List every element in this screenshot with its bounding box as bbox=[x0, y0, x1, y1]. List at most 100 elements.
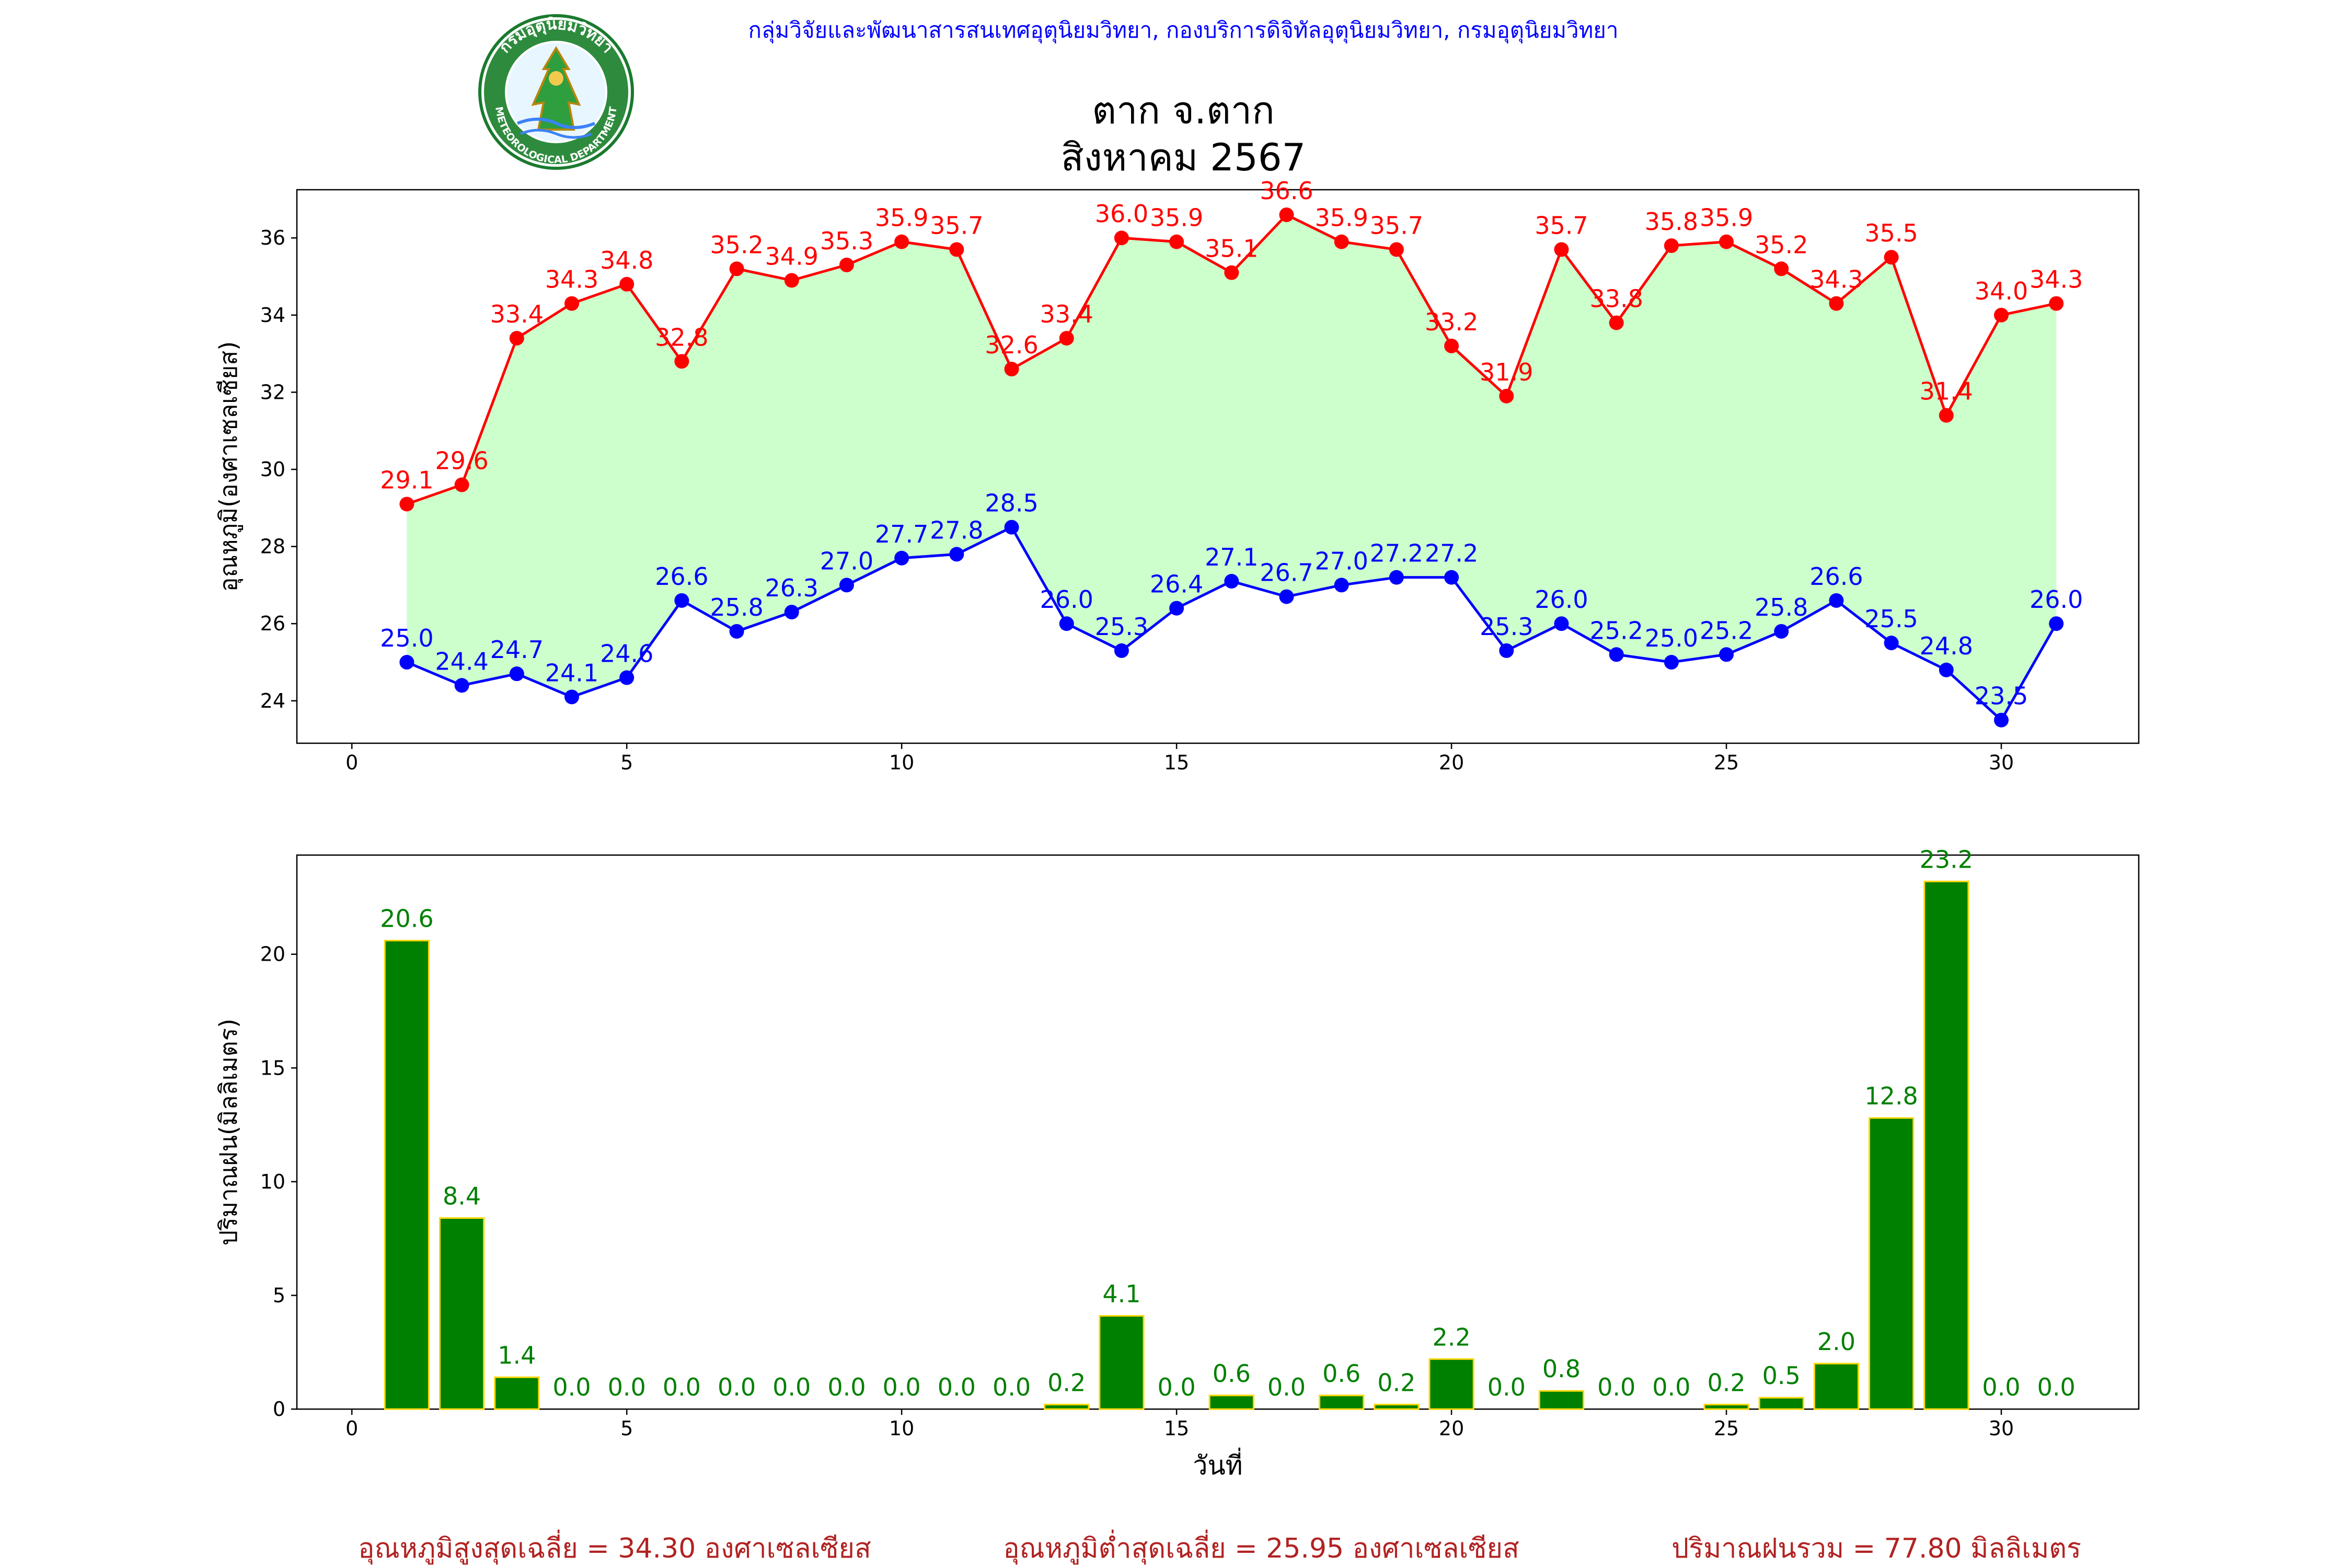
rain-bar bbox=[439, 1217, 485, 1410]
max-temperature-point bbox=[1279, 207, 1294, 222]
min-temperature-point bbox=[2049, 616, 2064, 631]
max-temperature-data-label: 34.3 bbox=[2030, 266, 2083, 294]
temp-y-tick-label: 34 bbox=[260, 304, 285, 327]
rain-data-label: 0.0 bbox=[1267, 1373, 1306, 1401]
max-temperature-point bbox=[729, 261, 744, 276]
min-temperature-point bbox=[1774, 624, 1789, 639]
rain-x-tick-label: 5 bbox=[620, 1417, 633, 1440]
rain-data-label: 0.0 bbox=[2037, 1373, 2076, 1401]
rain-y-tick-label: 15 bbox=[260, 1056, 285, 1079]
temp-x-tick-label: 0 bbox=[345, 751, 358, 774]
rain-data-label: 23.2 bbox=[1920, 845, 1973, 873]
max-temperature-point bbox=[1994, 307, 2009, 322]
rain-data-label: 0.0 bbox=[1597, 1373, 1635, 1401]
rain-bar bbox=[1319, 1394, 1365, 1410]
max-temperature-data-label: 33.2 bbox=[1425, 308, 1478, 336]
min-temperature-data-label: 25.3 bbox=[1095, 613, 1148, 641]
rain-bar bbox=[1923, 880, 1969, 1410]
max-temperature-point bbox=[1224, 265, 1239, 280]
min-temperature-point bbox=[729, 624, 744, 639]
rain-data-label: 2.0 bbox=[1817, 1328, 1855, 1356]
min-temperature-data-label: 27.7 bbox=[875, 520, 928, 548]
max-temperature-data-label: 35.2 bbox=[710, 230, 763, 259]
temp-y-tick-label: 26 bbox=[260, 612, 285, 635]
temperature-chart: 0 5 10 15 20 25 30 24 26 28 30 32 34 36 อุณหภูมิ(องศาเ… bbox=[214, 177, 2140, 774]
rain-data-label: 0.0 bbox=[718, 1373, 756, 1401]
min-temperature-data-label: 25.5 bbox=[1864, 605, 1918, 633]
rain-x-tick-label: 0 bbox=[345, 1417, 358, 1440]
max-temperature-data-label: 35.2 bbox=[1755, 230, 1808, 259]
rain-y-tick-label: 0 bbox=[273, 1398, 285, 1421]
max-temperature-data-label: 31.4 bbox=[1920, 377, 1973, 406]
rain-x-tick-label: 10 bbox=[889, 1417, 914, 1440]
station-title: ตาก จ.ตาก bbox=[1092, 88, 1275, 132]
rain-data-label: 0.2 bbox=[1377, 1368, 1415, 1397]
rain-data-label: 0.0 bbox=[827, 1373, 866, 1401]
rain-data-label: 1.4 bbox=[498, 1341, 536, 1369]
total-rain-summary: ปริมาณฝนรวม = 77.80 มิลลิเมตร bbox=[1671, 1533, 2081, 1564]
max-temperature-data-label: 35.1 bbox=[1205, 235, 1258, 263]
rain-x-tick-label: 25 bbox=[1714, 1417, 1739, 1440]
min-temperature-point bbox=[894, 550, 909, 566]
max-temperature-data-label: 36.0 bbox=[1095, 200, 1148, 228]
min-temperature-point bbox=[1389, 570, 1404, 585]
max-temperature-point bbox=[1554, 242, 1569, 257]
rain-bar bbox=[1099, 1315, 1145, 1410]
rain-data-label: 0.2 bbox=[1707, 1368, 1745, 1397]
max-temperature-data-label: 34.9 bbox=[765, 242, 818, 270]
min-temperature-data-label: 25.0 bbox=[380, 624, 433, 652]
min-temperature-data-label: 24.8 bbox=[1920, 632, 1973, 660]
max-temperature-point bbox=[1774, 261, 1789, 276]
max-temperature-data-label: 29.6 bbox=[435, 447, 488, 475]
min-temperature-data-label: 26.7 bbox=[1260, 559, 1313, 587]
rain-bar bbox=[384, 940, 430, 1410]
rain-data-label: 0.0 bbox=[773, 1373, 811, 1401]
min-temperature-point bbox=[1004, 520, 1019, 535]
min-temperature-point bbox=[1994, 712, 2009, 728]
meteorological-department-logo: กรมอุตุนิยมวิทยา METEOROLOGICAL DEPARTME… bbox=[478, 14, 634, 170]
max-temperature-data-label: 33.8 bbox=[1589, 285, 1643, 313]
min-temperature-data-label: 23.5 bbox=[1975, 682, 2028, 710]
min-temperature-data-label: 27.2 bbox=[1425, 539, 1478, 568]
temp-y-tick-label: 28 bbox=[260, 535, 285, 558]
min-temperature-point bbox=[1444, 570, 1459, 585]
max-temperature-data-label: 35.7 bbox=[1370, 211, 1423, 239]
min-temperature-data-label: 27.0 bbox=[1315, 547, 1368, 575]
min-temperature-data-label: 27.2 bbox=[1370, 539, 1423, 568]
max-temperature-data-label: 32.8 bbox=[655, 323, 708, 351]
rain-data-label: 2.2 bbox=[1432, 1323, 1470, 1351]
min-temperature-point bbox=[1719, 647, 1734, 662]
rain-data-label: 0.0 bbox=[552, 1373, 591, 1401]
rainfall-chart: 0 5 10 15 20 25 30 0 5 10 15 20 ปริมาณฝน(มิลลิเมตร) ว… bbox=[214, 845, 2140, 1481]
max-temperature-point bbox=[454, 477, 469, 492]
rain-bar bbox=[494, 1376, 540, 1410]
rain-data-label: 0.0 bbox=[938, 1373, 976, 1401]
max-temperature-point bbox=[1169, 234, 1184, 249]
min-temperature-point bbox=[784, 605, 799, 620]
min-temperature-data-label: 26.4 bbox=[1150, 570, 1203, 598]
max-temperature-data-label: 35.8 bbox=[1645, 207, 1698, 236]
rain-data-label: 0.6 bbox=[1322, 1359, 1361, 1388]
temp-y-tick-label: 32 bbox=[260, 381, 285, 403]
rain-bar bbox=[1374, 1403, 1420, 1410]
rain-data-label: 20.6 bbox=[380, 905, 433, 933]
rain-x-axis-label: วันที่ bbox=[1193, 1448, 1242, 1481]
rain-data-label: 0.0 bbox=[993, 1373, 1031, 1401]
rain-y-axis-label: ปริมาณฝน(มิลลิเมตร) bbox=[214, 1019, 243, 1246]
rain-data-label: 0.0 bbox=[663, 1373, 701, 1401]
rain-data-label: 0.8 bbox=[1542, 1355, 1581, 1383]
period-title: สิงหาคม 2567 bbox=[1061, 135, 1306, 179]
max-temperature-point bbox=[1059, 331, 1074, 346]
max-temperature-point bbox=[619, 276, 635, 292]
min-temperature-point bbox=[1334, 578, 1349, 593]
min-temperature-point bbox=[1664, 655, 1679, 670]
max-temperature-data-label: 29.1 bbox=[380, 466, 433, 494]
min-temperature-data-label: 25.2 bbox=[1700, 616, 1753, 644]
temp-y-tick-label: 30 bbox=[260, 458, 285, 481]
max-temperature-point bbox=[839, 257, 854, 272]
max-temperature-point bbox=[1664, 238, 1679, 253]
max-temperature-data-label: 34.3 bbox=[1809, 266, 1863, 294]
min-temperature-point bbox=[1609, 647, 1624, 662]
min-temperature-data-label: 25.8 bbox=[710, 593, 763, 621]
temp-x-tick-label: 20 bbox=[1439, 751, 1464, 774]
